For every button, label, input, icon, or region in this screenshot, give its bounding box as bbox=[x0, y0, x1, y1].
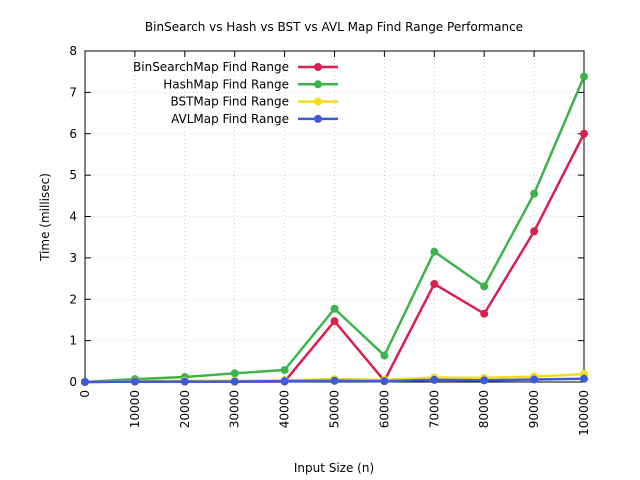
legend-label: AVLMap Find Range bbox=[171, 112, 289, 126]
y-tick-label: 4 bbox=[69, 210, 77, 224]
legend: BinSearchMap Find Range HashMap Find Rang… bbox=[133, 60, 338, 126]
y-tick-label: 8 bbox=[69, 44, 77, 58]
x-axis-label: Input Size (n) bbox=[294, 461, 374, 475]
legend-label: BinSearchMap Find Range bbox=[133, 60, 289, 74]
x-tick-label: 70000 bbox=[427, 390, 441, 428]
x-tick-label: 100000 bbox=[577, 390, 591, 436]
data-point bbox=[330, 376, 339, 385]
data-point bbox=[580, 72, 588, 81]
chart-title: BinSearch vs Hash vs BST vs AVL Map Find… bbox=[145, 20, 523, 34]
data-point bbox=[580, 129, 588, 138]
data-point bbox=[480, 376, 489, 385]
data-point bbox=[430, 247, 439, 256]
x-tick-label: 90000 bbox=[527, 390, 541, 428]
data-point bbox=[230, 369, 239, 378]
x-tick-label: 40000 bbox=[278, 390, 292, 428]
data-point bbox=[280, 366, 289, 375]
y-tick-label: 5 bbox=[69, 168, 77, 182]
y-tick-label: 6 bbox=[69, 127, 77, 141]
series-line-1 bbox=[84, 76, 586, 384]
data-point bbox=[330, 304, 339, 313]
data-point bbox=[480, 309, 489, 318]
x-tick-label: 0 bbox=[78, 390, 92, 398]
legend-marker bbox=[314, 80, 322, 89]
legend-label: HashMap Find Range bbox=[163, 77, 289, 91]
y-tick-label: 0 bbox=[69, 375, 77, 389]
legend-marker bbox=[314, 114, 322, 123]
legend-marker bbox=[314, 97, 322, 106]
data-point bbox=[230, 377, 239, 386]
data-point bbox=[480, 282, 489, 291]
y-axis-label: Time (millisec) bbox=[38, 173, 52, 262]
data-point bbox=[130, 377, 139, 386]
legend-marker bbox=[314, 63, 322, 71]
data-point bbox=[380, 377, 389, 386]
y-tick-label: 2 bbox=[69, 292, 77, 306]
data-point bbox=[580, 374, 588, 383]
series-layer bbox=[81, 72, 588, 386]
y-tick-label: 1 bbox=[69, 334, 77, 348]
x-tick-label: 50000 bbox=[328, 390, 342, 428]
data-point bbox=[430, 279, 439, 288]
x-tick-label: 20000 bbox=[178, 390, 192, 428]
y-tick-label: 7 bbox=[69, 85, 77, 99]
x-tick-label: 80000 bbox=[477, 390, 491, 428]
data-point bbox=[280, 377, 289, 386]
data-point bbox=[530, 375, 539, 384]
data-point bbox=[330, 317, 339, 326]
data-point bbox=[530, 189, 539, 198]
data-point bbox=[430, 375, 439, 384]
data-point bbox=[380, 351, 389, 360]
x-tick-label: 60000 bbox=[377, 390, 391, 428]
legend-label: BSTMap Find Range bbox=[170, 95, 289, 109]
x-tick-label: 30000 bbox=[228, 390, 242, 428]
data-point bbox=[180, 377, 189, 386]
x-tick-label: 10000 bbox=[128, 390, 142, 428]
y-tick-label: 3 bbox=[69, 251, 77, 265]
data-point bbox=[81, 378, 89, 386]
data-point bbox=[530, 227, 539, 236]
